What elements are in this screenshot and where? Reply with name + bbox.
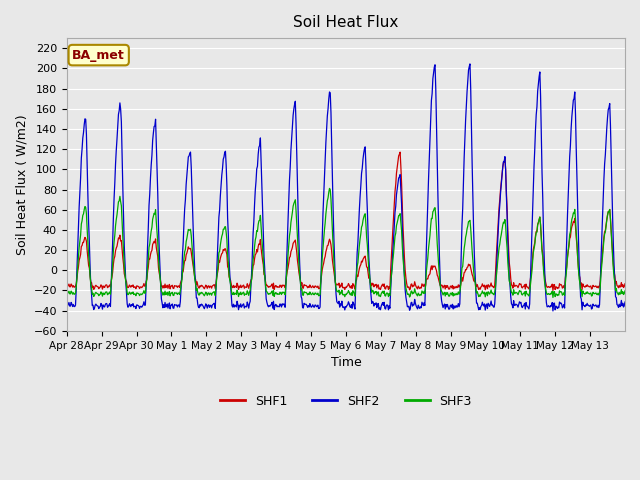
SHF2 [63, 302, 70, 308]
Line: SHF1: SHF1 [67, 152, 625, 290]
Y-axis label: Soil Heat Flux ( W/m2): Soil Heat Flux ( W/m2) [15, 114, 28, 255]
SHF3 [549, 295, 557, 300]
X-axis label: Time: Time [330, 356, 361, 369]
SHF1 [259, 257, 266, 263]
SHF3 [404, 291, 412, 297]
SHF2 [549, 308, 557, 314]
SHF2 [231, 302, 239, 308]
SHF2 [435, 226, 442, 232]
SHF3 [259, 246, 266, 252]
SHF3 [326, 186, 333, 192]
SHF1 [129, 283, 136, 289]
SHF3 [436, 273, 444, 279]
Line: SHF2: SHF2 [67, 64, 625, 311]
Text: BA_met: BA_met [72, 48, 125, 61]
SHF1 [549, 288, 557, 293]
SHF2 [404, 304, 412, 310]
SHF1 [436, 279, 444, 285]
SHF1 [63, 283, 70, 288]
SHF3 [129, 290, 136, 296]
SHF3 [63, 290, 70, 296]
SHF2 [280, 301, 287, 307]
SHF3 [280, 289, 287, 295]
SHF2 [129, 302, 136, 308]
SHF1 [396, 149, 404, 155]
Legend: SHF1, SHF2, SHF3: SHF1, SHF2, SHF3 [215, 390, 477, 413]
SHF3 [231, 290, 239, 296]
SHF1 [231, 283, 239, 289]
SHF2 [621, 299, 629, 305]
SHF1 [280, 282, 287, 288]
Line: SHF3: SHF3 [67, 189, 625, 298]
SHF2 [466, 61, 474, 67]
SHF1 [621, 281, 629, 287]
Title: Soil Heat Flux: Soil Heat Flux [293, 15, 399, 30]
SHF3 [621, 288, 629, 294]
SHF1 [404, 285, 412, 290]
SHF2 [259, 206, 266, 212]
